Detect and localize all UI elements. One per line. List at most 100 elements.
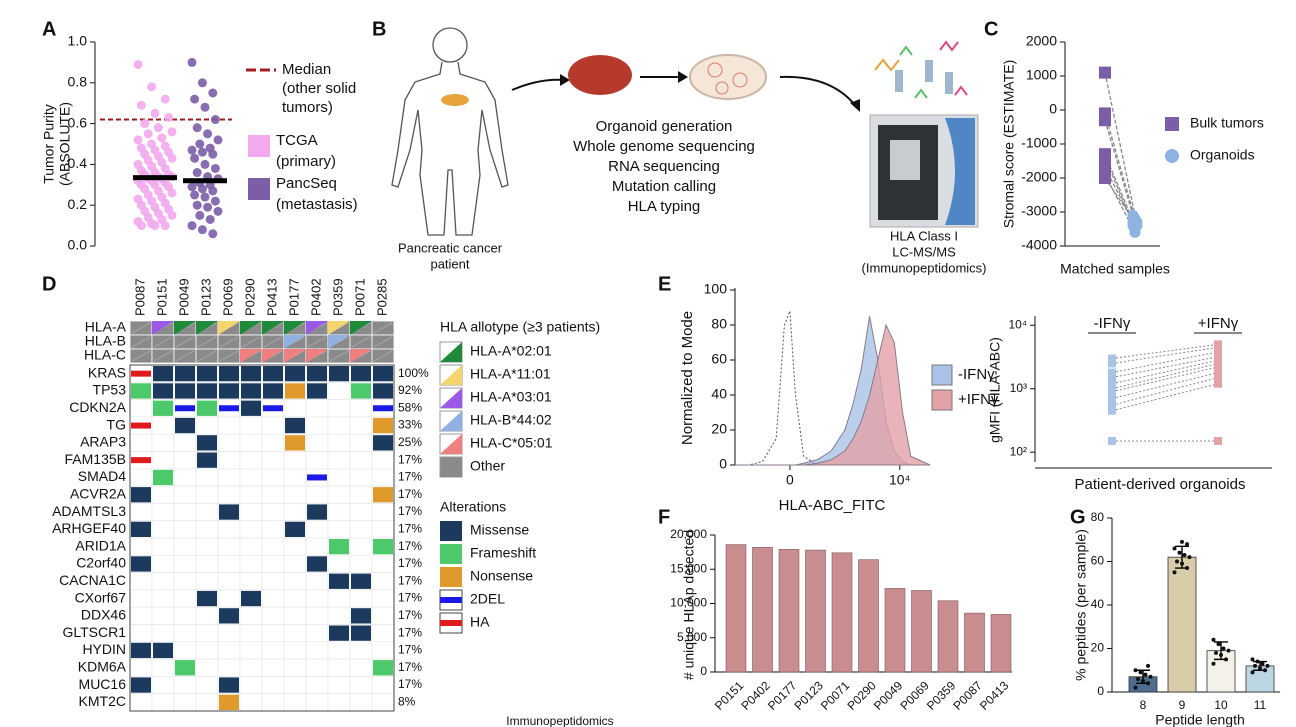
alteration [131,487,151,503]
data-point [167,210,177,220]
pair-line [1111,359,1219,385]
tissue-icon [568,55,632,95]
data-point [197,78,207,88]
density-area [735,323,931,466]
grid-cell [239,658,263,677]
grid-cell [217,485,241,504]
grid-cell [283,451,307,470]
alteration [131,422,151,429]
panel-label: D [42,273,56,295]
gene-label: KRAS [88,364,126,380]
data-point [205,214,215,224]
data-point [200,159,210,169]
grid-cell [349,416,373,435]
alteration [197,590,217,607]
y-tick-label: 20,000 [670,527,707,541]
percent-label: 17% [398,539,422,553]
data-point [1185,566,1189,571]
percent-label: 58% [398,400,422,414]
grid-cell [261,520,285,539]
hla-allotype [306,349,328,363]
x-tick-label: P0049 [871,678,906,713]
grid-cell [217,416,241,435]
alteration [153,642,173,659]
grid-cell [261,554,285,573]
data-point [1127,216,1139,228]
data-point [1148,674,1153,679]
grid-cell [151,503,175,521]
percent-label: 17% [398,452,422,466]
grid-cell [173,433,197,452]
legend-label: Bulk tumors [1190,115,1264,131]
sample-label: P0049 [176,278,191,316]
alteration [197,383,217,399]
legend-label: (primary) [276,153,336,170]
bar [752,547,773,673]
grid-cell [327,433,351,452]
grid-cell [327,503,351,521]
legend-swatch [1165,117,1179,131]
data-point [203,202,213,212]
gene-label: KDM6A [78,658,127,674]
grid-cell [173,606,197,625]
hla-hatch [373,322,393,334]
pair-line [1104,113,1136,219]
grid-cell [217,451,241,470]
hla-allotype [306,321,328,335]
alteration [351,383,371,399]
alteration [373,383,393,399]
gene-label: ACVR2A [70,485,127,501]
y-axis-label: Stromal score (ESTIMATE) [1001,60,1017,229]
grid-cell [261,416,285,435]
alteration [219,608,239,624]
grid-cell [327,399,351,418]
grid-cell [349,468,373,487]
footer-label: Immunopeptidomics [506,714,613,727]
y-axis-label: Normalized to Mode [679,311,696,445]
grid-cell [217,537,241,556]
data-point [1214,347,1222,356]
grid-cell [283,468,307,487]
y-axis-label: # unique HLAp detected [681,530,697,680]
y-tick-label: 15,000 [670,561,707,575]
grid-cell [195,572,219,591]
grid-cell [173,554,197,573]
grid-cell [151,589,175,608]
data-point [1214,343,1222,352]
data-point [133,135,143,145]
grid-cell [195,624,219,643]
hla-hatch [263,336,283,348]
grid-cell [173,503,197,521]
grid-cell [261,693,285,712]
grid-cell [151,624,175,643]
data-point [157,133,167,143]
legend-label: Median [282,61,331,78]
data-point [1260,661,1265,666]
data-point [210,196,220,206]
grid-cell [151,658,175,677]
grid-cell [349,693,373,712]
pair-line [1111,351,1219,374]
legend-swatch [248,178,270,200]
grid-cell [327,520,351,539]
legend-label: Frameshift [470,545,536,561]
data-point [210,115,220,125]
sample-label: P0151 [154,278,169,316]
alteration [219,366,239,382]
grid-cell [129,589,153,608]
hla-hatch [153,350,173,362]
step-label: Mutation calling [612,178,716,195]
alteration [285,366,305,382]
data-point [1146,663,1150,668]
data-point [167,153,177,163]
y-tick-label: 10⁴ [1008,317,1027,331]
x-tick-label: 10⁴ [889,472,911,488]
alteration [307,383,327,399]
data-point [1108,387,1116,396]
grid-cell [305,520,329,539]
grid-cell [305,399,329,418]
data-point [1211,637,1216,642]
grid-cell [239,554,263,573]
legend-label: +IFNγ [958,391,999,408]
arrow [511,78,566,91]
